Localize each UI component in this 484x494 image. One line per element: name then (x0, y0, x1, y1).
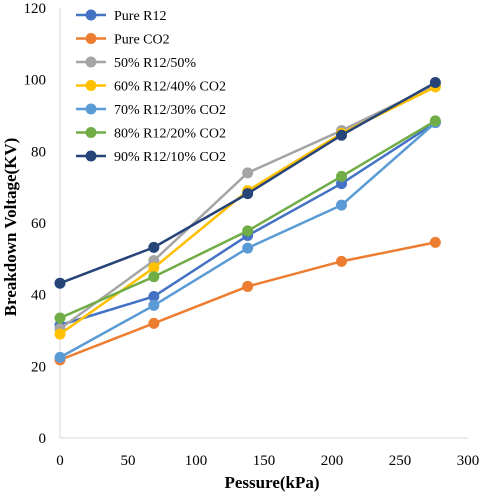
series-line (58, 85, 437, 336)
x-tick-labels: 0 50 100 150 200 250 300 (56, 453, 479, 469)
y-tick-label: 120 (24, 1, 47, 17)
x-tick-label: 0 (56, 453, 64, 469)
data-point (336, 170, 348, 182)
legend-label: 90% R12/10% CO2 (114, 150, 226, 165)
legend-item: 60% R12/40% CO2 (76, 80, 226, 95)
legend-marker (85, 33, 97, 44)
y-tick-label: 20 (31, 359, 46, 375)
legend-marker (85, 9, 97, 21)
data-point (54, 312, 66, 324)
series-layer (54, 77, 441, 366)
data-point (429, 236, 441, 248)
legend-marker (85, 150, 97, 162)
y-tick-label: 60 (31, 216, 46, 232)
x-axis-title: Pessure(kPa) (224, 473, 319, 492)
data-point (429, 77, 441, 89)
legend-marker (85, 80, 97, 91)
legend-label: 80% R12/20% CO2 (114, 127, 226, 142)
data-point (54, 351, 66, 363)
data-point (148, 271, 160, 283)
data-point (148, 290, 160, 302)
y-tick-label: 100 (24, 73, 47, 89)
data-point (336, 199, 348, 211)
data-point (148, 262, 160, 274)
data-point (148, 241, 160, 253)
series (54, 236, 441, 366)
data-point (336, 255, 348, 267)
series (54, 117, 441, 331)
legend-item: Pure R12 (76, 9, 167, 24)
data-point (429, 115, 441, 127)
axes (59, 8, 468, 439)
y-tick-label: 0 (39, 431, 47, 447)
legend-marker (85, 103, 97, 115)
data-point (242, 242, 254, 254)
legend-marker (85, 127, 97, 138)
x-tick-label: 150 (253, 453, 276, 469)
data-point (242, 167, 254, 179)
x-tick-label: 200 (321, 453, 344, 469)
legend-label: Pure CO2 (114, 33, 170, 48)
data-point (336, 129, 348, 141)
legend-marker (85, 56, 97, 68)
legend-item: 70% R12/30% CO2 (76, 103, 226, 118)
legend-label: Pure R12 (114, 9, 167, 24)
data-point (54, 328, 66, 340)
data-point (148, 299, 160, 311)
data-point (242, 280, 254, 292)
data-point (242, 188, 254, 200)
y-tick-label: 40 (31, 288, 46, 304)
data-point (54, 277, 66, 289)
y-tick-labels: 0 20 40 60 80 100 120 (24, 1, 47, 447)
legend-label: 60% R12/40% CO2 (114, 80, 226, 95)
x-tick-label: 100 (185, 453, 208, 469)
legend: Pure R12 Pure CO2 50% R12/50% 60% R12/40% C… (76, 9, 226, 165)
y-axis-title: Breakdown Voltage(KV) (1, 138, 20, 317)
series (54, 77, 441, 289)
legend-item: 90% R12/10% CO2 (76, 150, 226, 165)
data-point (148, 317, 160, 329)
legend-item: 50% R12/50% (76, 56, 196, 71)
y-tick-label: 80 (31, 144, 46, 160)
x-tick-label: 50 (121, 453, 136, 469)
legend-label: 70% R12/30% CO2 (114, 103, 226, 118)
legend-label: 50% R12/50% (114, 56, 196, 71)
legend-item: Pure CO2 (76, 33, 170, 48)
data-point (242, 225, 254, 237)
series-line (58, 241, 437, 362)
x-tick-label: 300 (457, 453, 480, 469)
legend-item: 80% R12/20% CO2 (76, 127, 226, 142)
x-tick-label: 250 (389, 453, 412, 469)
series (54, 81, 441, 340)
series (54, 115, 441, 324)
